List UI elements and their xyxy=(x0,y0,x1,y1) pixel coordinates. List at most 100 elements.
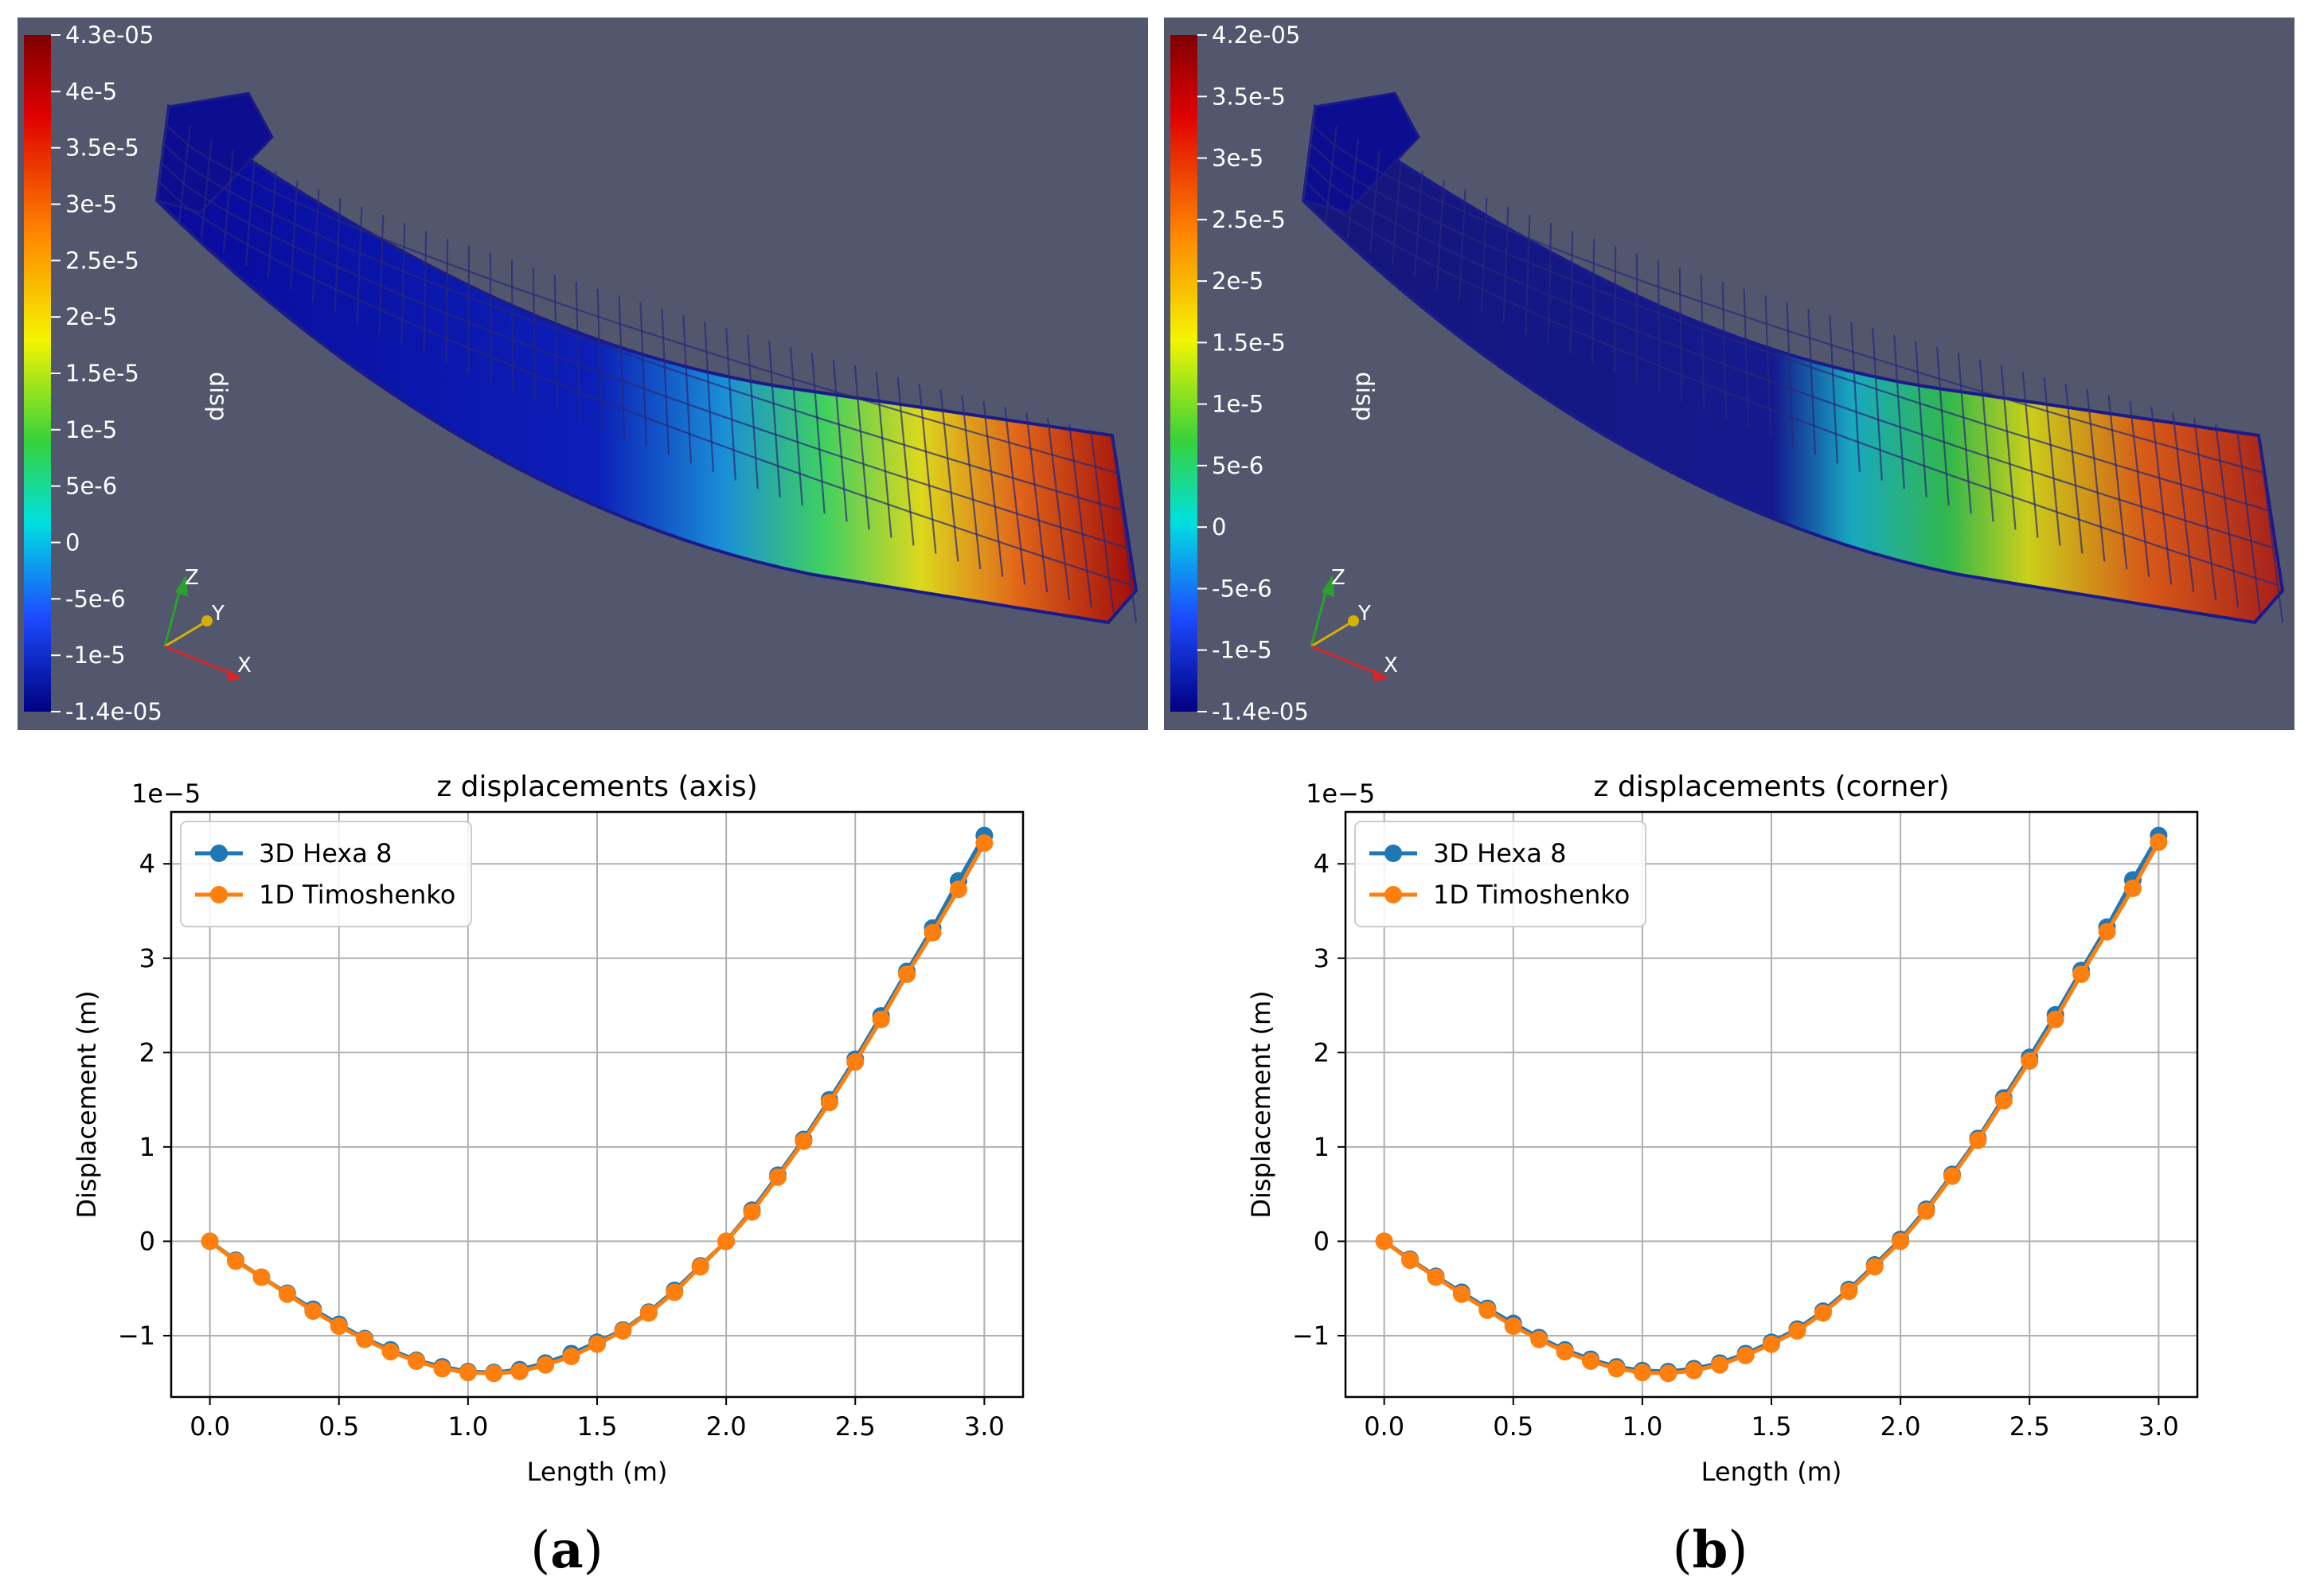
colorbar-tick-label: 1e-5 xyxy=(1212,391,1263,418)
data-point xyxy=(2150,833,2168,851)
axis-z-label: Z xyxy=(185,566,199,590)
axis-z-label: Z xyxy=(1331,566,1345,590)
data-point xyxy=(408,1352,426,1370)
y-tick-label: 1 xyxy=(139,1132,155,1162)
data-point xyxy=(510,1362,529,1380)
y-tick-label: 2 xyxy=(139,1037,155,1067)
series-1d-timoshenko xyxy=(1375,833,2168,1383)
x-tick-label: 2.5 xyxy=(2009,1411,2050,1442)
data-point xyxy=(2072,965,2091,983)
deformed-beam xyxy=(1301,103,2285,625)
data-point xyxy=(252,1268,271,1286)
axis-x-line xyxy=(164,645,233,676)
colorbar-tick-label: 3.5e-5 xyxy=(65,135,139,162)
data-point xyxy=(537,1356,555,1374)
colorbar-tick-label: 0 xyxy=(65,529,80,556)
y-tick-label: 1 xyxy=(1314,1132,1330,1162)
axis-y-tip xyxy=(1348,615,1359,626)
x-tick-label: 0.5 xyxy=(318,1411,359,1442)
axis-y-label: Y xyxy=(211,602,225,626)
colorbar-tick-label: -1e-5 xyxy=(1212,637,1272,664)
data-point xyxy=(1556,1343,1574,1361)
axis-y-tip xyxy=(201,615,213,626)
mesh-lines xyxy=(155,106,1138,623)
legend-marker xyxy=(1384,845,1402,862)
data-point xyxy=(201,1232,219,1251)
data-point xyxy=(1736,1346,1755,1364)
colorbar-tick-label: 2.5e-5 xyxy=(65,247,139,274)
data-point xyxy=(691,1258,709,1276)
colorbar-tick-label: 5e-6 xyxy=(1212,452,1263,479)
data-point xyxy=(1892,1232,1910,1251)
colorbar-tick-label: 2e-5 xyxy=(1212,267,1263,295)
render-viewport-b: 4.2e-05 3.5e-5 3e-5 2.5e-5 2e-5 1.5e-5 1e-5 5e-… xyxy=(1164,18,2294,730)
data-point xyxy=(1814,1304,1832,1322)
y-axis-label: Displacement (m) xyxy=(72,990,102,1218)
data-point xyxy=(1659,1364,1677,1383)
colorbar-tick-label: 4.3e-05 xyxy=(65,21,154,49)
data-point xyxy=(1917,1202,1935,1220)
y-tick-label: −1 xyxy=(1292,1321,1330,1351)
data-point xyxy=(1865,1258,1884,1276)
render-panel-a: 4.3e-05 4e-5 3.5e-5 3e-5 2.5e-5 2e-5 1.5e-5 1e-… xyxy=(18,18,1148,730)
legend-box xyxy=(1354,821,1646,927)
legend: 3D Hexa 8 1D Timoshenko xyxy=(1354,821,1646,927)
axis-x-line xyxy=(1310,645,1380,676)
data-point xyxy=(2098,923,2116,941)
y-tick-label: −1 xyxy=(118,1321,155,1351)
data-point xyxy=(1530,1330,1548,1348)
data-point xyxy=(1427,1268,1445,1286)
colorbar-tick-label: 2.5e-5 xyxy=(1212,206,1286,233)
data-point xyxy=(614,1322,632,1340)
series-1d-timoshenko xyxy=(201,834,994,1383)
axis-x-tip xyxy=(1373,669,1388,681)
y-tick-label: 4 xyxy=(139,849,155,879)
render-panel-b: 4.2e-05 3.5e-5 3e-5 2.5e-5 2e-5 1.5e-5 1e-5 5e-… xyxy=(1164,18,2294,730)
data-point xyxy=(1994,1091,2013,1110)
x-tick-label: 1.0 xyxy=(1622,1411,1662,1442)
data-point xyxy=(1375,1232,1393,1251)
y-axis-label: Displacement (m) xyxy=(1246,990,1276,1218)
data-point xyxy=(1582,1352,1600,1370)
y-tick-label: 3 xyxy=(1314,943,1330,974)
data-point xyxy=(1633,1364,1651,1382)
data-point xyxy=(1711,1356,1729,1374)
x-tick-label: 2.0 xyxy=(706,1411,747,1442)
axis-x-label: X xyxy=(237,654,252,677)
chart-title: z displacements (corner) xyxy=(1594,771,1950,803)
x-axis-label: Length (m) xyxy=(527,1457,668,1487)
data-point xyxy=(433,1360,451,1378)
chart-corner: 0.0 0.5 1.0 1.5 2.0 2.5 3.0 −1 0 1 2 3 4 1e−5 z displa… xyxy=(1246,771,2199,1487)
data-point xyxy=(2046,1010,2064,1028)
colorbar-title: disp xyxy=(1350,372,1378,421)
data-point xyxy=(1943,1167,1961,1185)
mesh-lines xyxy=(1302,106,2284,623)
x-tick-label: 3.0 xyxy=(964,1411,1005,1442)
colorbar-tick-label: 2e-5 xyxy=(65,303,117,330)
data-point xyxy=(949,880,967,899)
sublabel-a: (a) xyxy=(530,1520,603,1580)
axis-x-label: X xyxy=(1384,654,1398,677)
colorbar-tick-label: 1.5e-5 xyxy=(65,360,139,387)
colorbar-tick-label: 3.5e-5 xyxy=(1212,83,1286,110)
colorbar-tick-label: -5e-6 xyxy=(65,585,126,612)
chart-panel-a: 0.0 0.5 1.0 1.5 2.0 2.5 3.0 −1 0 1 2 3 4 1e−5 z displa… xyxy=(48,748,1083,1489)
legend-marker xyxy=(210,845,228,862)
deformed-beam xyxy=(154,103,1138,625)
data-point xyxy=(227,1252,245,1270)
legend-label: 3D Hexa 8 xyxy=(1433,838,1566,868)
data-point xyxy=(304,1302,322,1321)
colorbar-tick-label: 0 xyxy=(1212,513,1226,540)
data-point xyxy=(768,1168,787,1186)
y-tick-label: 4 xyxy=(1314,849,1330,879)
sublabel-b-letter: b xyxy=(1692,1520,1728,1580)
axis-z-tip xyxy=(1322,575,1334,597)
colorbar-tick-label: 5e-6 xyxy=(65,473,117,500)
legend-box xyxy=(180,821,472,927)
y-offset-label: 1e−5 xyxy=(131,778,201,809)
axis-z-line xyxy=(163,586,182,647)
colorbar-tick-label: 3e-5 xyxy=(1212,145,1263,172)
data-point xyxy=(356,1330,374,1348)
axis-y-label: Y xyxy=(1357,602,1371,626)
colorbar-tick-label: 4e-5 xyxy=(65,78,117,105)
